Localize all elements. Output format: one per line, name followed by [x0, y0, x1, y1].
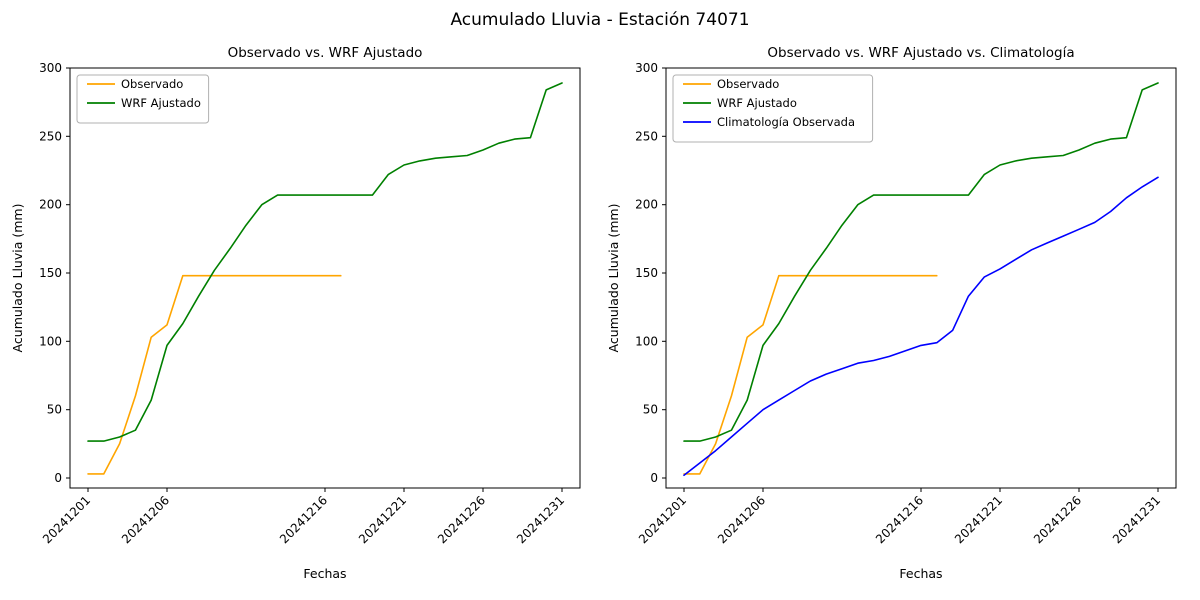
- series-line-climatolog-a-observada: [683, 176, 1159, 477]
- legend-label-climatolog-a-observada: Climatología Observada: [717, 115, 855, 129]
- y-tick-label: 250: [39, 129, 62, 143]
- series-line-observado: [87, 274, 342, 475]
- series-line-observado: [683, 274, 938, 475]
- x-axis-label: Fechas: [899, 566, 942, 581]
- y-tick-label: 50: [47, 403, 62, 417]
- legend-label-observado: Observado: [121, 77, 183, 91]
- x-tick-label: 20241216: [277, 493, 330, 546]
- x-tick-label: 20241226: [1031, 493, 1084, 546]
- y-tick-label: 150: [39, 266, 62, 280]
- legend-label-wrf-ajustado: WRF Ajustado: [717, 96, 797, 110]
- y-tick-label: 100: [635, 334, 658, 348]
- y-tick-label: 100: [39, 334, 62, 348]
- x-tick-label: 20241231: [1110, 493, 1163, 546]
- y-tick-label: 250: [635, 129, 658, 143]
- y-tick-label: 300: [635, 61, 658, 75]
- y-tick-label: 200: [39, 198, 62, 212]
- y-tick-label: 300: [39, 61, 62, 75]
- subplot-1: Observado vs. WRF Ajustado 0 50 100 150 200 25…: [8, 40, 588, 592]
- x-axis-label: Fechas: [303, 566, 346, 581]
- x-tick-label: 20241201: [636, 493, 689, 546]
- legend-box: [76, 74, 210, 124]
- legend-box: [672, 74, 874, 143]
- x-tick-label: 20241201: [40, 493, 93, 546]
- charts-row: Observado vs. WRF Ajustado 0 50 100 150 200 25…: [8, 40, 1184, 592]
- series-line-wrf-ajustado: [683, 82, 1159, 442]
- axes-spines: [69, 67, 581, 489]
- subplot-title: Observado vs. WRF Ajustado vs. Climatolo…: [767, 45, 1074, 61]
- y-tick-label: 0: [650, 471, 658, 485]
- y-axis-label: Acumulado Lluvia (mm): [10, 204, 25, 353]
- x-tick-label: 20241221: [952, 493, 1005, 546]
- x-tick-label: 20241216: [873, 493, 926, 546]
- subplot-title: Observado vs. WRF Ajustado: [228, 45, 423, 61]
- legend: Observado WRF Ajustado: [76, 74, 210, 124]
- chart-svg: Observado vs. WRF Ajustado 0 50 100 150 200 25…: [10, 45, 581, 581]
- x-tick-label: 20241231: [514, 493, 567, 546]
- x-tick-label: 20241206: [715, 493, 768, 546]
- figure-title: Acumulado Lluvia - Estación 74071: [450, 10, 750, 30]
- y-tick-label: 50: [643, 403, 658, 417]
- y-axis-label: Acumulado Lluvia (mm): [606, 204, 621, 353]
- series-line-wrf-ajustado: [87, 82, 563, 442]
- legend-label-observado: Observado: [717, 77, 779, 91]
- x-tick-label: 20241226: [435, 493, 488, 546]
- x-tick-label: 20241221: [356, 493, 409, 546]
- y-tick-label: 200: [635, 198, 658, 212]
- y-tick-label: 150: [635, 266, 658, 280]
- legend: Observado WRF Ajustado Climatología Observ…: [672, 74, 874, 143]
- legend-label-wrf-ajustado: WRF Ajustado: [121, 96, 201, 110]
- y-tick-label: 0: [54, 471, 62, 485]
- chart-svg: Observado vs. WRF Ajustado vs. Climatolo…: [606, 45, 1177, 581]
- subplot-2: Observado vs. WRF Ajustado vs. Climatolo…: [604, 40, 1184, 592]
- x-tick-label: 20241206: [119, 493, 172, 546]
